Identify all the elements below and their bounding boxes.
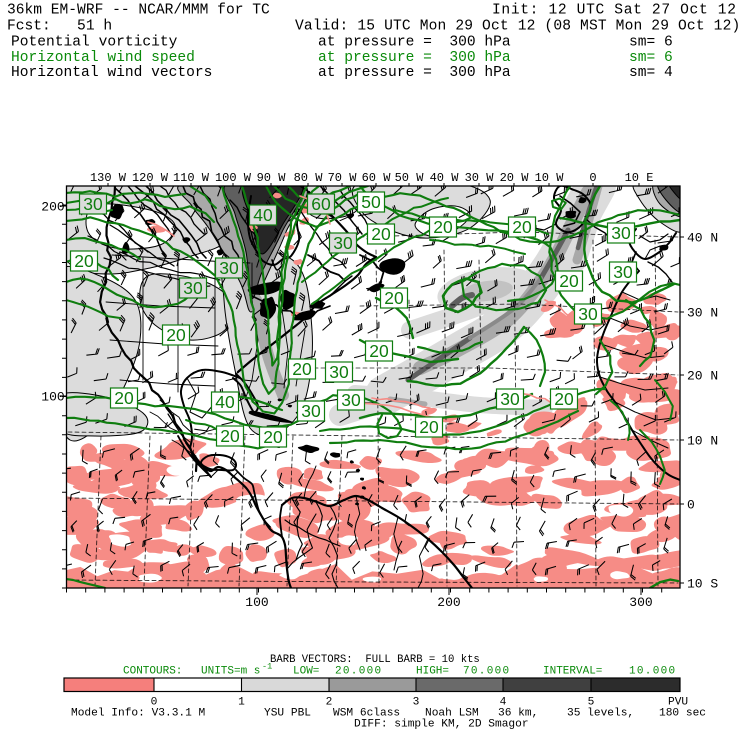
- svg-text:10 W: 10 W: [535, 171, 565, 185]
- svg-text:20: 20: [371, 224, 391, 244]
- svg-text:30: 30: [301, 401, 321, 421]
- svg-text:100: 100: [245, 595, 268, 610]
- svg-text:30: 30: [183, 278, 203, 298]
- svg-text:1: 1: [238, 697, 245, 709]
- svg-text:sm= 6: sm= 6: [629, 50, 673, 66]
- svg-text:30: 30: [500, 389, 520, 409]
- svg-text:50: 50: [361, 192, 381, 212]
- svg-text:0: 0: [589, 171, 596, 185]
- svg-text:30: 30: [341, 390, 361, 410]
- svg-text:40: 40: [215, 392, 235, 412]
- svg-text:10 N: 10 N: [687, 434, 718, 449]
- svg-text:Horizontal wind vectors: Horizontal wind vectors: [11, 65, 212, 81]
- svg-text:Noah LSM: Noah LSM: [425, 708, 479, 720]
- svg-text:Potential vorticity: Potential vorticity: [11, 35, 178, 51]
- svg-text:30: 30: [333, 233, 353, 253]
- svg-text:20: 20: [384, 288, 404, 308]
- svg-text:Model Info: V3.3.1 M: Model Info: V3.3.1 M: [71, 708, 205, 720]
- svg-text:30 N: 30 N: [687, 306, 718, 321]
- svg-text:130 W: 130 W: [90, 171, 127, 185]
- svg-text:20: 20: [369, 341, 389, 361]
- svg-text:WSM 6class: WSM 6class: [333, 708, 400, 720]
- svg-text:at pressure = 300 hPa: at pressure = 300 hPa: [318, 65, 511, 81]
- svg-text:20: 20: [220, 426, 240, 446]
- svg-text:36 km,: 36 km,: [498, 708, 538, 720]
- svg-text:30: 30: [219, 258, 239, 278]
- svg-text:Horizontal wind speed: Horizontal wind speed: [11, 50, 195, 66]
- svg-text:300: 300: [629, 595, 652, 610]
- svg-text:180 sec: 180 sec: [659, 708, 706, 720]
- svg-text:10 S: 10 S: [687, 577, 718, 592]
- svg-text:2: 2: [326, 697, 333, 709]
- svg-text:YSU PBL: YSU PBL: [264, 708, 311, 720]
- svg-text:70 W: 70 W: [328, 171, 358, 185]
- svg-text:20: 20: [554, 389, 574, 409]
- svg-text:70.000: 70.000: [463, 666, 510, 678]
- svg-text:20 W: 20 W: [500, 171, 530, 185]
- svg-text:200: 200: [437, 595, 460, 610]
- svg-text:5: 5: [588, 697, 595, 709]
- svg-text:Init: 12 UTC Sat 27 Oct 12: Init: 12 UTC Sat 27 Oct 12: [492, 2, 737, 18]
- svg-text:0: 0: [687, 498, 695, 513]
- svg-text:20: 20: [263, 427, 283, 447]
- svg-text:HIGH=: HIGH=: [416, 666, 449, 678]
- svg-text:60 W: 60 W: [362, 171, 392, 185]
- svg-text:100 W: 100 W: [215, 171, 252, 185]
- svg-text:30 W: 30 W: [465, 171, 495, 185]
- svg-text:30: 30: [613, 262, 633, 282]
- svg-text:UNITS=m s: UNITS=m s: [201, 666, 260, 678]
- svg-text:20: 20: [166, 325, 186, 345]
- svg-text:30: 30: [578, 304, 598, 324]
- svg-text:INTERVAL=: INTERVAL=: [543, 666, 602, 678]
- svg-text:80 W: 80 W: [294, 171, 324, 185]
- svg-text:at pressure = 300 hPa: at pressure = 300 hPa: [318, 35, 511, 51]
- svg-text:20: 20: [559, 271, 579, 291]
- svg-text:200: 200: [41, 200, 64, 215]
- svg-text:50 W: 50 W: [395, 171, 425, 185]
- svg-text:40 N: 40 N: [687, 231, 718, 246]
- svg-text:-1: -1: [262, 662, 272, 672]
- svg-text:35 levels,: 35 levels,: [567, 708, 634, 720]
- svg-text:20: 20: [74, 251, 94, 271]
- svg-text:LOW=: LOW=: [293, 666, 319, 678]
- svg-text:0: 0: [151, 697, 158, 709]
- svg-text:sm= 6: sm= 6: [629, 35, 673, 51]
- svg-text:40 W: 40 W: [430, 171, 460, 185]
- svg-text:30: 30: [329, 362, 349, 382]
- svg-text:100: 100: [41, 390, 64, 405]
- svg-text:40: 40: [253, 205, 273, 225]
- svg-text:CONTOURS:: CONTOURS:: [123, 666, 182, 678]
- svg-text:Valid: 15 UTC Mon 29 Oct 12 (0: Valid: 15 UTC Mon 29 Oct 12 (08 MST Mon …: [295, 19, 740, 35]
- svg-text:sm= 4: sm= 4: [629, 65, 673, 81]
- svg-text:30: 30: [611, 223, 631, 243]
- svg-text:20: 20: [292, 359, 312, 379]
- svg-text:90 W: 90 W: [257, 171, 287, 185]
- svg-text:3: 3: [413, 697, 420, 709]
- svg-text:20: 20: [512, 217, 532, 237]
- svg-text:110 W: 110 W: [173, 171, 210, 185]
- svg-text:36km EM-WRF -- NCAR/MMM for TC: 36km EM-WRF -- NCAR/MMM for TC: [7, 2, 270, 18]
- svg-text:20: 20: [433, 217, 453, 237]
- svg-text:10.000: 10.000: [629, 666, 676, 678]
- svg-text:at pressure = 300 hPa: at pressure = 300 hPa: [318, 50, 511, 66]
- svg-text:30: 30: [83, 194, 103, 214]
- svg-text:PVU: PVU: [668, 697, 688, 709]
- svg-text:20 N: 20 N: [687, 369, 718, 384]
- svg-text:DIFF: simple KM, 2D Smagor: DIFF: simple KM, 2D Smagor: [354, 719, 529, 731]
- svg-text:20: 20: [114, 388, 134, 408]
- svg-text:10 E: 10 E: [625, 171, 654, 185]
- svg-text:120 W: 120 W: [132, 171, 169, 185]
- svg-text:4: 4: [500, 697, 507, 709]
- svg-text:20: 20: [419, 417, 439, 437]
- svg-text:60: 60: [311, 194, 331, 214]
- svg-text:Fcst: 51 h: Fcst: 51 h: [7, 19, 112, 35]
- svg-text:BARB VECTORS: FULL BARB = 10: BARB VECTORS: FULL BARB = 10 kts: [270, 654, 480, 666]
- svg-text:20.000: 20.000: [335, 666, 382, 678]
